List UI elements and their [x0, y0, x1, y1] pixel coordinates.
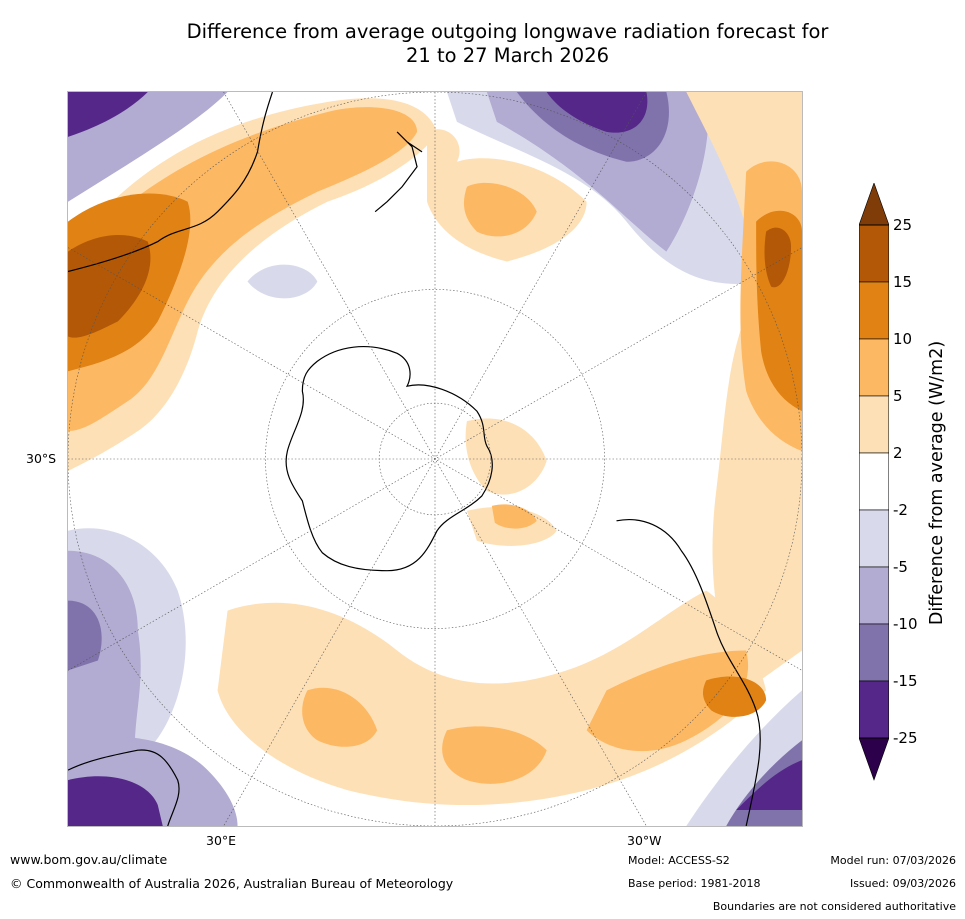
anomaly-bottom-left-dark — [68, 776, 163, 826]
colorbar-tick: -15 — [893, 672, 918, 690]
colorbar-title: Difference from average (W/m2) — [927, 340, 947, 626]
colorbar-tick: 15 — [893, 273, 913, 291]
anomaly-top-band-orange — [68, 107, 418, 432]
colorbar-tick: 2 — [893, 444, 903, 462]
anomaly-top-middle-darkest — [546, 92, 648, 133]
anomaly-bottom-band-deep — [702, 676, 767, 717]
anomaly-right-band-deepest — [764, 227, 792, 288]
anomaly-antarctic-peninsula — [465, 418, 557, 546]
disclaimer: Boundaries are not considered authoritat… — [712, 900, 956, 913]
title-line-2: 21 to 27 March 2026 — [405, 44, 610, 67]
colorbar-bin-10-15 — [859, 281, 889, 340]
graticule-circle-mid — [265, 289, 605, 629]
colorbar-bin-15-25 — [859, 224, 889, 283]
anomaly-antarctic-orange — [491, 504, 537, 529]
anomaly-top-left-dark — [68, 92, 148, 137]
colorbar-tick: -10 — [893, 615, 918, 633]
lon-30w-text: 30°W — [627, 833, 662, 848]
colorbar-tick: -2 — [893, 501, 908, 519]
anomaly-top-band-deepest — [68, 235, 151, 338]
chart-title: Difference from average outgoing longwav… — [0, 20, 965, 68]
colorbar-bin-m2-2 — [859, 452, 889, 511]
colorbar-tick: 5 — [893, 387, 903, 405]
anomaly-pacific-orange — [463, 182, 537, 237]
title-line-1: Difference from average outgoing longwav… — [186, 20, 829, 43]
colorbar-tick: -25 — [893, 729, 918, 747]
antarctica-outline — [285, 346, 493, 572]
issued-date: Issued: 09/03/2026 — [849, 877, 956, 890]
colorbar-bin-2-5 — [859, 395, 889, 454]
latitude-label-30s: 30°S — [26, 451, 56, 466]
anomaly-small-purple — [247, 264, 318, 299]
colorbar-tick: 25 — [893, 216, 913, 234]
longitude-label-30e: 30°E — [206, 833, 236, 848]
lat-30s-text: 30°S — [26, 451, 57, 466]
model-run: Model run: 07/03/2026 — [830, 854, 956, 867]
africa-outline — [68, 749, 180, 826]
colorbar-bin-m15-m10 — [859, 623, 889, 682]
polar-map — [67, 91, 803, 827]
website-link[interactable]: www.bom.gov.au/climate — [10, 852, 168, 867]
anomaly-bottom-band-orange — [302, 650, 749, 784]
colorbar-bin-m25-m15 — [859, 680, 889, 739]
colorbar-bin-5-10 — [859, 338, 889, 397]
anomaly-bottom-band-light — [217, 590, 767, 806]
colorbar-tick: 10 — [893, 330, 913, 348]
anomaly-left-dark — [68, 600, 102, 671]
base-period: Base period: 1981-2018 — [628, 877, 761, 890]
colorbar-arrow-bottom — [859, 737, 889, 781]
colorbar-bin-m5-m2 — [859, 509, 889, 568]
graticule-meridian-d4 — [68, 247, 802, 671]
colorbar — [859, 183, 889, 781]
colorbar-bin-m10-m5 — [859, 566, 889, 625]
colorbar-arrow-top — [859, 183, 889, 226]
colorbar-tick: -5 — [893, 558, 908, 576]
south-america-outline — [616, 519, 761, 826]
copyright: © Commonwealth of Australia 2026, Austra… — [10, 876, 454, 891]
lon-30e-text: 30°E — [206, 833, 237, 848]
new-zealand-outline — [374, 131, 423, 213]
model-info: Model: ACCESS-S2 — [628, 854, 730, 867]
longitude-label-30w: 30°W — [627, 833, 662, 848]
